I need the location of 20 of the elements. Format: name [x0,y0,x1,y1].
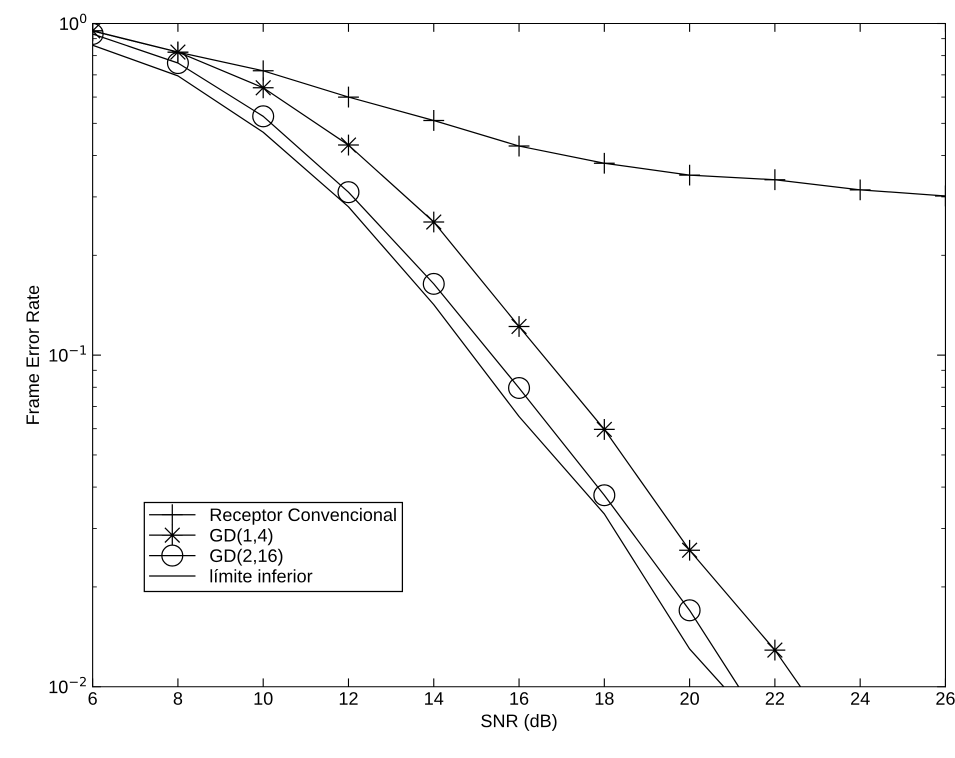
legend-label: Receptor Convencional [210,508,396,525]
y-tick-label: 10$^{−2}$ [50,676,86,694]
legend-label: GD(1,4) [210,528,272,546]
x-tick-label: 20 [680,692,699,705]
x-tick-label: 18 [596,692,614,705]
x-tick-label: 8 [174,692,182,705]
x-tick-label: 16 [510,692,528,705]
y-tick-label: 10$^{0}$ [60,14,86,30]
x-tick-label: 6 [88,692,97,705]
y-axis-title: Frame Error Rate [26,286,40,424]
x-axis-title: SNR (dB) [481,714,557,731]
x-tick-label: 12 [340,692,358,705]
legend-label: GD(2,16) [210,548,282,566]
x-tick-label: 24 [851,692,870,705]
y-tick-label: 10$^{−1}$ [50,345,86,362]
x-tick-label: 10 [254,692,273,705]
x-tick-label: 26 [936,692,955,705]
legend-label: límite inferior [210,569,312,583]
x-tick-label: 22 [766,692,784,705]
x-tick-label: 14 [425,692,444,705]
